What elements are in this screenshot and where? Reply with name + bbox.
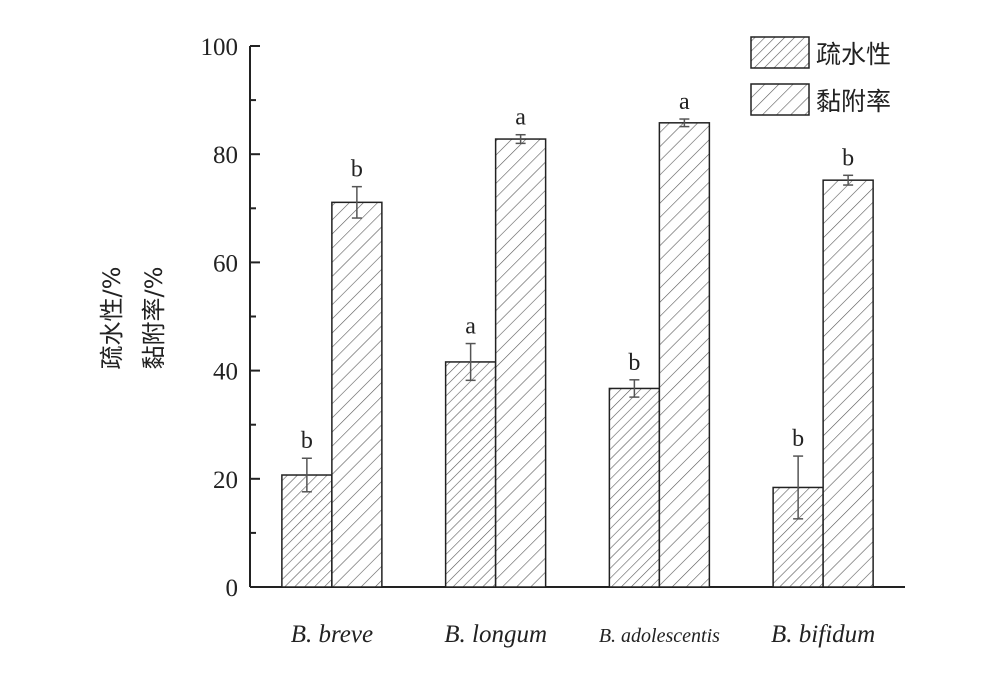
legend-label-2: 黏附率 <box>816 87 891 116</box>
bar <box>822 179 874 588</box>
legend: 疏水性 黏附率 <box>750 36 891 116</box>
error-bars <box>301 118 854 520</box>
y-tick-label: 100 <box>201 34 239 61</box>
bars <box>281 122 874 588</box>
bar <box>494 138 547 588</box>
x-tick-label: B. bifidum <box>771 621 875 648</box>
y-axis-label: 疏水性/% 黏附率/% <box>98 267 168 370</box>
significance-label: b <box>792 426 804 452</box>
y-axis-label-line-1: 疏水性/% <box>98 267 126 370</box>
y-tick-label: 80 <box>213 142 238 169</box>
bar <box>331 201 383 588</box>
bar <box>608 387 661 588</box>
x-tick-label: B. breve <box>291 621 373 648</box>
significance-label: b <box>842 145 854 171</box>
significance-label: a <box>515 105 526 131</box>
y-tick-label: 60 <box>213 250 238 277</box>
significance-label: b <box>628 350 640 376</box>
y-tick-label: 20 <box>213 467 238 494</box>
legend-label-1: 疏水性 <box>816 40 891 69</box>
significance-labels: b b a a b a b b <box>301 89 854 454</box>
significance-label: a <box>679 89 690 115</box>
y-tick-label: 40 <box>213 359 238 386</box>
significance-label: b <box>301 428 313 454</box>
legend-swatch-1 <box>750 36 810 69</box>
significance-label: a <box>465 314 476 340</box>
bar <box>658 122 711 588</box>
bar <box>444 361 497 588</box>
x-axis-tick-labels: B. breve B. longum B. adolescentis B. bifid… <box>291 621 876 648</box>
x-tick-label: B. adolescentis <box>599 625 720 647</box>
y-tick-label: 0 <box>226 575 239 602</box>
significance-label: b <box>351 157 363 183</box>
legend-swatch-2 <box>750 83 810 116</box>
y-axis-label-line-2: 黏附率/% <box>140 267 168 370</box>
x-tick-label: B. longum <box>444 621 547 648</box>
